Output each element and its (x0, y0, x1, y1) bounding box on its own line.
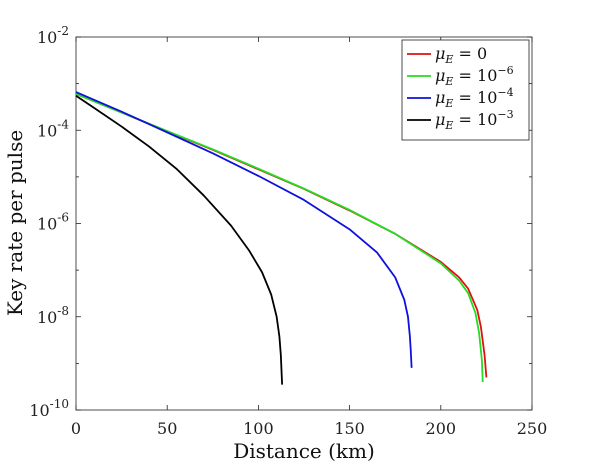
x-tick-label: 50 (157, 419, 177, 438)
x-tick-label: 100 (243, 419, 274, 438)
axis-ticks (75, 36, 533, 411)
y-tick-label: 10-6 (37, 211, 69, 234)
x-axis-label: Distance (km) (233, 439, 375, 463)
legend: μE = 0μE = 10−6μE = 10−4μE = 10−3 (401, 39, 530, 141)
y-axis-label: Key rate per pulse (3, 130, 27, 316)
x-tick-label: 0 (71, 419, 81, 438)
series-lines (75, 91, 488, 385)
legend-entry: μE = 10−4 (435, 86, 514, 110)
x-tick-label: 150 (334, 419, 365, 438)
x-tick-label: 200 (426, 419, 457, 438)
legend-box (401, 39, 530, 141)
y-tick-label: 10-10 (29, 397, 69, 420)
series-line (75, 91, 413, 368)
y-tick-label: 10-4 (37, 117, 69, 140)
series-line (75, 93, 484, 382)
y-tick-label: 10-2 (37, 24, 69, 47)
tick-labels: 0 50 100 150 200 250 10-10 10-8 10-6 10-4 10-2 (29, 24, 547, 438)
legend-entry: μE = 0 (435, 44, 487, 66)
series-line (75, 94, 284, 385)
x-tick-label: 250 (517, 419, 548, 438)
legend-entry: μE = 10−6 (435, 64, 514, 88)
y-tick-label: 10-8 (37, 304, 69, 327)
legend-entry: μE = 10−3 (435, 108, 514, 132)
